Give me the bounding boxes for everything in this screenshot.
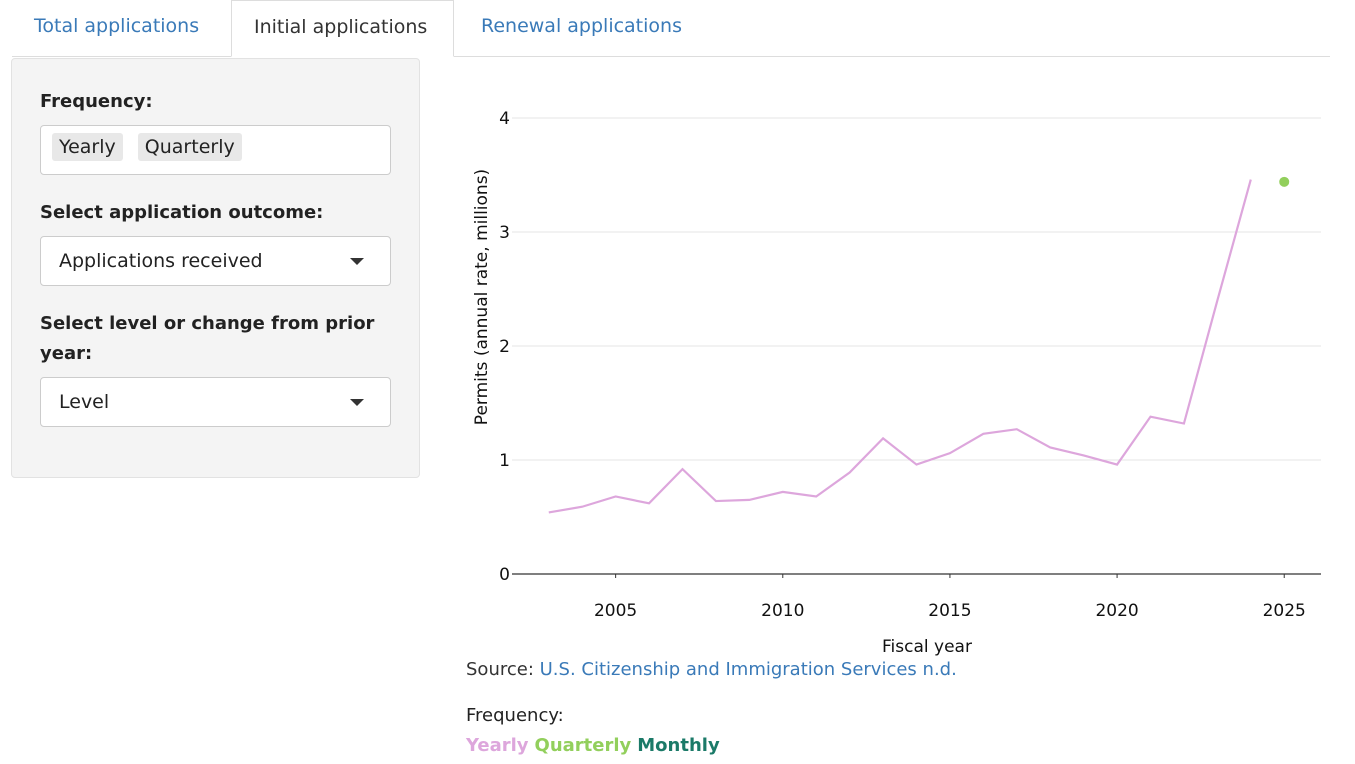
caret (350, 258, 364, 265)
source-link[interactable]: U.S. Citizenship and Immigration Service… (539, 659, 957, 680)
tag[interactable]: Yearly (52, 133, 123, 161)
label: Select level or change from prior year: (40, 313, 375, 364)
label: Frequency: (40, 91, 153, 112)
y-tick-label: 3 (499, 223, 510, 243)
y-tick-label: 1 (499, 451, 510, 471)
x-tick-label: 2020 (1095, 601, 1138, 621)
y-tick-label: 4 (499, 109, 510, 129)
series-line (548, 179, 1252, 514)
x-tick-label: 2005 (594, 601, 637, 621)
x-axis-title: Fiscal year (882, 637, 972, 657)
sidebar: Frequency: Yearly Quarterly Select appli… (11, 58, 420, 478)
source-label: Source: (466, 659, 534, 680)
x-tick-label: 2015 (928, 601, 971, 621)
chart: Fiscal year Permits (annual rate, millio… (472, 109, 1321, 657)
dropdown[interactable]: Level (40, 377, 391, 427)
x-tick-label: 2025 (1263, 601, 1306, 621)
series-point (1279, 176, 1290, 187)
legend: Yearly Quarterly Monthly (466, 735, 726, 756)
legend-item: Yearly (466, 735, 529, 756)
y-axis-title: Permits (annual rate, millions) (472, 169, 492, 425)
y-tick-label: 2 (499, 337, 510, 357)
x-tick-label: 2010 (761, 601, 804, 621)
dropdown-value: Level (59, 391, 110, 413)
dropdown-value: Applications received (59, 250, 263, 272)
y-tick-label: 0 (499, 565, 510, 585)
legend-item: Quarterly (534, 735, 632, 756)
tab[interactable]: Total applications (34, 15, 200, 37)
dropdown[interactable]: Applications received (40, 236, 391, 286)
legend-title: Frequency: (466, 705, 564, 726)
tab[interactable]: Renewal applications (481, 15, 682, 37)
source: Source: U.S. Citizenship and Immigration… (466, 659, 957, 680)
legend-item: Monthly (637, 735, 720, 756)
caret (350, 399, 364, 406)
tab-bar: Total applications Initial applications … (12, 0, 1330, 57)
label: Select application outcome: (40, 202, 324, 223)
tag[interactable]: Quarterly (137, 133, 242, 161)
multi-select[interactable]: Yearly Quarterly (40, 125, 391, 175)
tab-active[interactable]: Initial applications (231, 0, 454, 57)
